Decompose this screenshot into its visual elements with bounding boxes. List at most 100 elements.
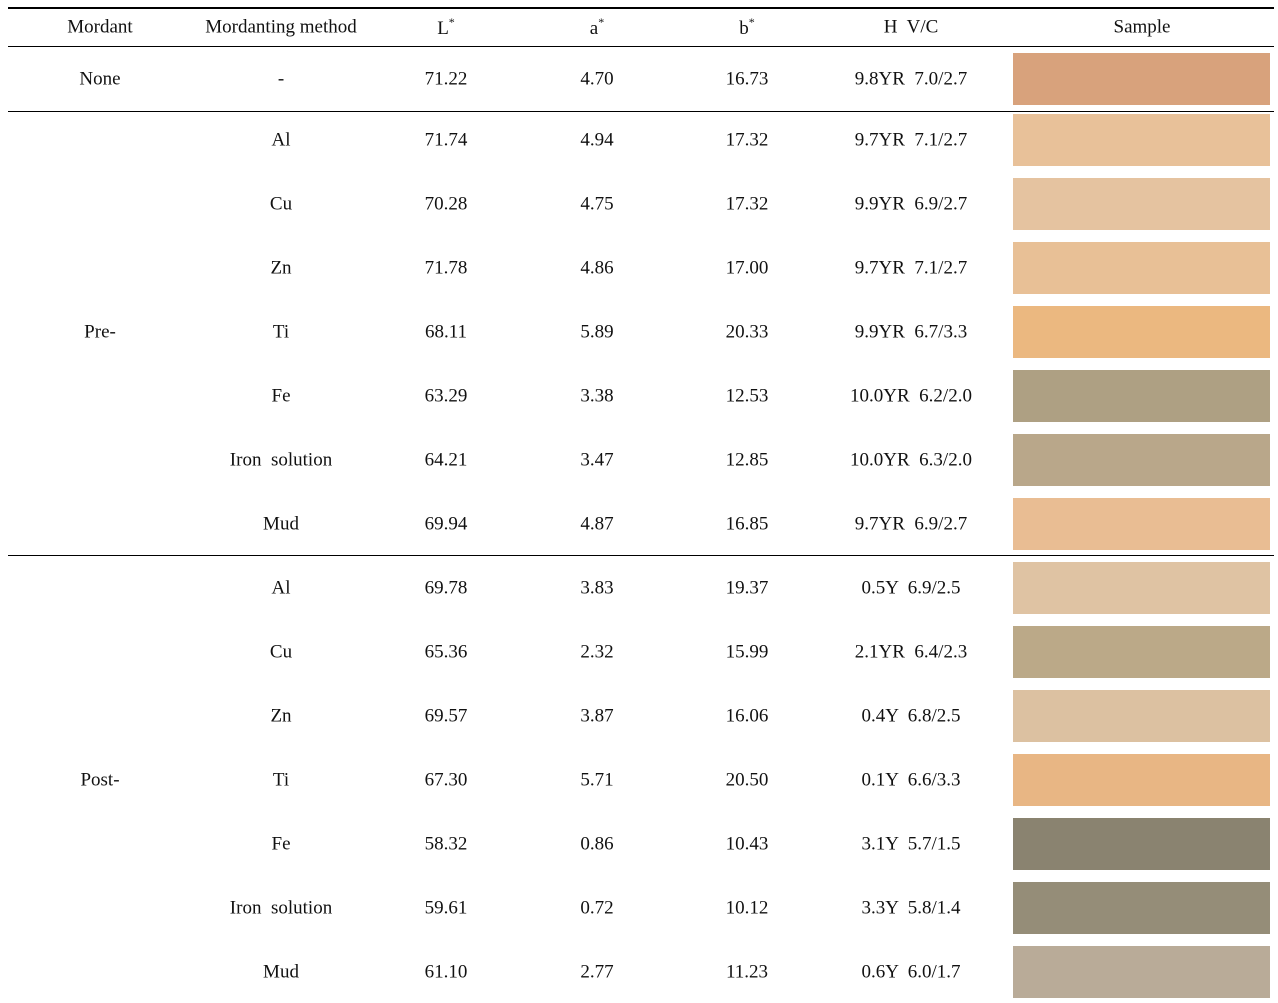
value-cell: 12.85 <box>725 449 769 471</box>
value-cell: 5.89 <box>580 321 614 343</box>
value-cell: 71.74 <box>424 129 468 151</box>
sample-swatch <box>1013 946 1270 998</box>
value-cell: 59.61 <box>424 897 468 919</box>
value-cell: 3.47 <box>580 449 614 471</box>
method-cell: Cu <box>269 641 293 663</box>
method-cell: Al <box>271 577 291 599</box>
value-cell: 0.5Y 6.9/2.5 <box>861 577 961 599</box>
header-superscript: * <box>748 15 755 29</box>
sample-swatch <box>1013 882 1270 934</box>
method-cell: Al <box>271 129 291 151</box>
value-cell: 3.38 <box>580 385 614 407</box>
value-cell: 4.94 <box>580 129 614 151</box>
method-cell: Zn <box>270 257 292 279</box>
column-header: L* <box>437 16 455 38</box>
header-text: H V/C <box>883 16 939 38</box>
value-cell: 61.10 <box>424 961 468 983</box>
value-cell: 69.94 <box>424 513 468 535</box>
value-cell: 17.32 <box>725 193 769 215</box>
header-superscript: * <box>448 15 455 29</box>
value-cell: 16.73 <box>725 68 769 90</box>
header-text: Mordant <box>67 16 133 38</box>
value-cell: 71.22 <box>424 68 468 90</box>
value-cell: 63.29 <box>424 385 468 407</box>
value-cell: 9.7YR 7.1/2.7 <box>854 257 968 279</box>
header-text: Mordanting method <box>205 16 357 38</box>
value-cell: 9.7YR 7.1/2.7 <box>854 129 968 151</box>
column-header: b* <box>739 16 755 38</box>
header-text: b <box>739 18 749 39</box>
value-cell: 3.3Y 5.8/1.4 <box>861 897 961 919</box>
value-cell: 5.71 <box>580 769 614 791</box>
group-rule <box>8 111 1274 112</box>
value-cell: 69.57 <box>424 705 468 727</box>
header-text: a <box>589 18 599 39</box>
value-cell: 3.87 <box>580 705 614 727</box>
value-cell: 10.12 <box>725 897 769 919</box>
value-cell: 16.06 <box>725 705 769 727</box>
sample-swatch <box>1013 242 1270 294</box>
value-cell: 71.78 <box>424 257 468 279</box>
value-cell: 10.0YR 6.3/2.0 <box>850 449 972 471</box>
value-cell: 19.37 <box>725 577 769 599</box>
value-cell: 0.4Y 6.8/2.5 <box>861 705 961 727</box>
method-cell: Cu <box>269 193 293 215</box>
value-cell: 9.7YR 6.9/2.7 <box>854 513 968 535</box>
column-header: Mordanting method <box>205 18 356 37</box>
column-header: H V/C <box>884 18 939 37</box>
value-cell: 69.78 <box>424 577 468 599</box>
sample-swatch <box>1013 178 1270 230</box>
method-cell: Mud <box>263 513 299 535</box>
value-cell: 9.8YR 7.0/2.7 <box>854 68 968 90</box>
value-cell: 2.77 <box>580 961 614 983</box>
sample-swatch <box>1013 626 1270 678</box>
method-cell: Fe <box>271 385 291 407</box>
method-cell: Fe <box>271 833 291 855</box>
method-cell: Mud <box>263 961 299 983</box>
value-cell: 11.23 <box>725 961 769 983</box>
value-cell: 4.86 <box>580 257 614 279</box>
value-cell: 9.9YR 6.7/3.3 <box>854 321 968 343</box>
top-rule <box>8 7 1274 9</box>
method-cell: Iron solution <box>229 449 333 471</box>
mordant-cell: Pre- <box>84 321 116 343</box>
column-header: Mordant <box>67 18 132 37</box>
sample-swatch <box>1013 306 1270 358</box>
value-cell: 58.32 <box>424 833 468 855</box>
value-cell: 0.72 <box>580 897 614 919</box>
mordant-cell: Post- <box>80 769 120 791</box>
sample-swatch <box>1013 114 1270 166</box>
header-superscript: * <box>598 15 605 29</box>
sample-swatch <box>1013 754 1270 806</box>
value-cell: 2.1YR 6.4/2.3 <box>854 641 968 663</box>
value-cell: 68.11 <box>424 321 468 343</box>
method-cell: Zn <box>270 705 292 727</box>
value-cell: 0.1Y 6.6/3.3 <box>861 769 961 791</box>
value-cell: 16.85 <box>725 513 769 535</box>
mordant-cell: None <box>79 68 121 90</box>
value-cell: 20.33 <box>725 321 769 343</box>
value-cell: 70.28 <box>424 193 468 215</box>
sample-swatch <box>1013 818 1270 870</box>
value-cell: 10.0YR 6.2/2.0 <box>850 385 972 407</box>
value-cell: 0.86 <box>580 833 614 855</box>
value-cell: 12.53 <box>725 385 769 407</box>
value-cell: 4.70 <box>580 68 614 90</box>
value-cell: 3.83 <box>580 577 614 599</box>
method-cell: Ti <box>272 769 290 791</box>
sample-swatch <box>1013 690 1270 742</box>
method-cell: Ti <box>272 321 290 343</box>
method-cell: - <box>277 68 285 90</box>
header-text: L <box>437 18 449 39</box>
value-cell: 10.43 <box>725 833 769 855</box>
value-cell: 64.21 <box>424 449 468 471</box>
value-cell: 20.50 <box>725 769 769 791</box>
value-cell: 3.1Y 5.7/1.5 <box>861 833 961 855</box>
value-cell: 65.36 <box>424 641 468 663</box>
value-cell: 4.75 <box>580 193 614 215</box>
sample-swatch <box>1013 370 1270 422</box>
value-cell: 9.9YR 6.9/2.7 <box>854 193 968 215</box>
method-cell: Iron solution <box>229 897 333 919</box>
sample-swatch <box>1013 434 1270 486</box>
